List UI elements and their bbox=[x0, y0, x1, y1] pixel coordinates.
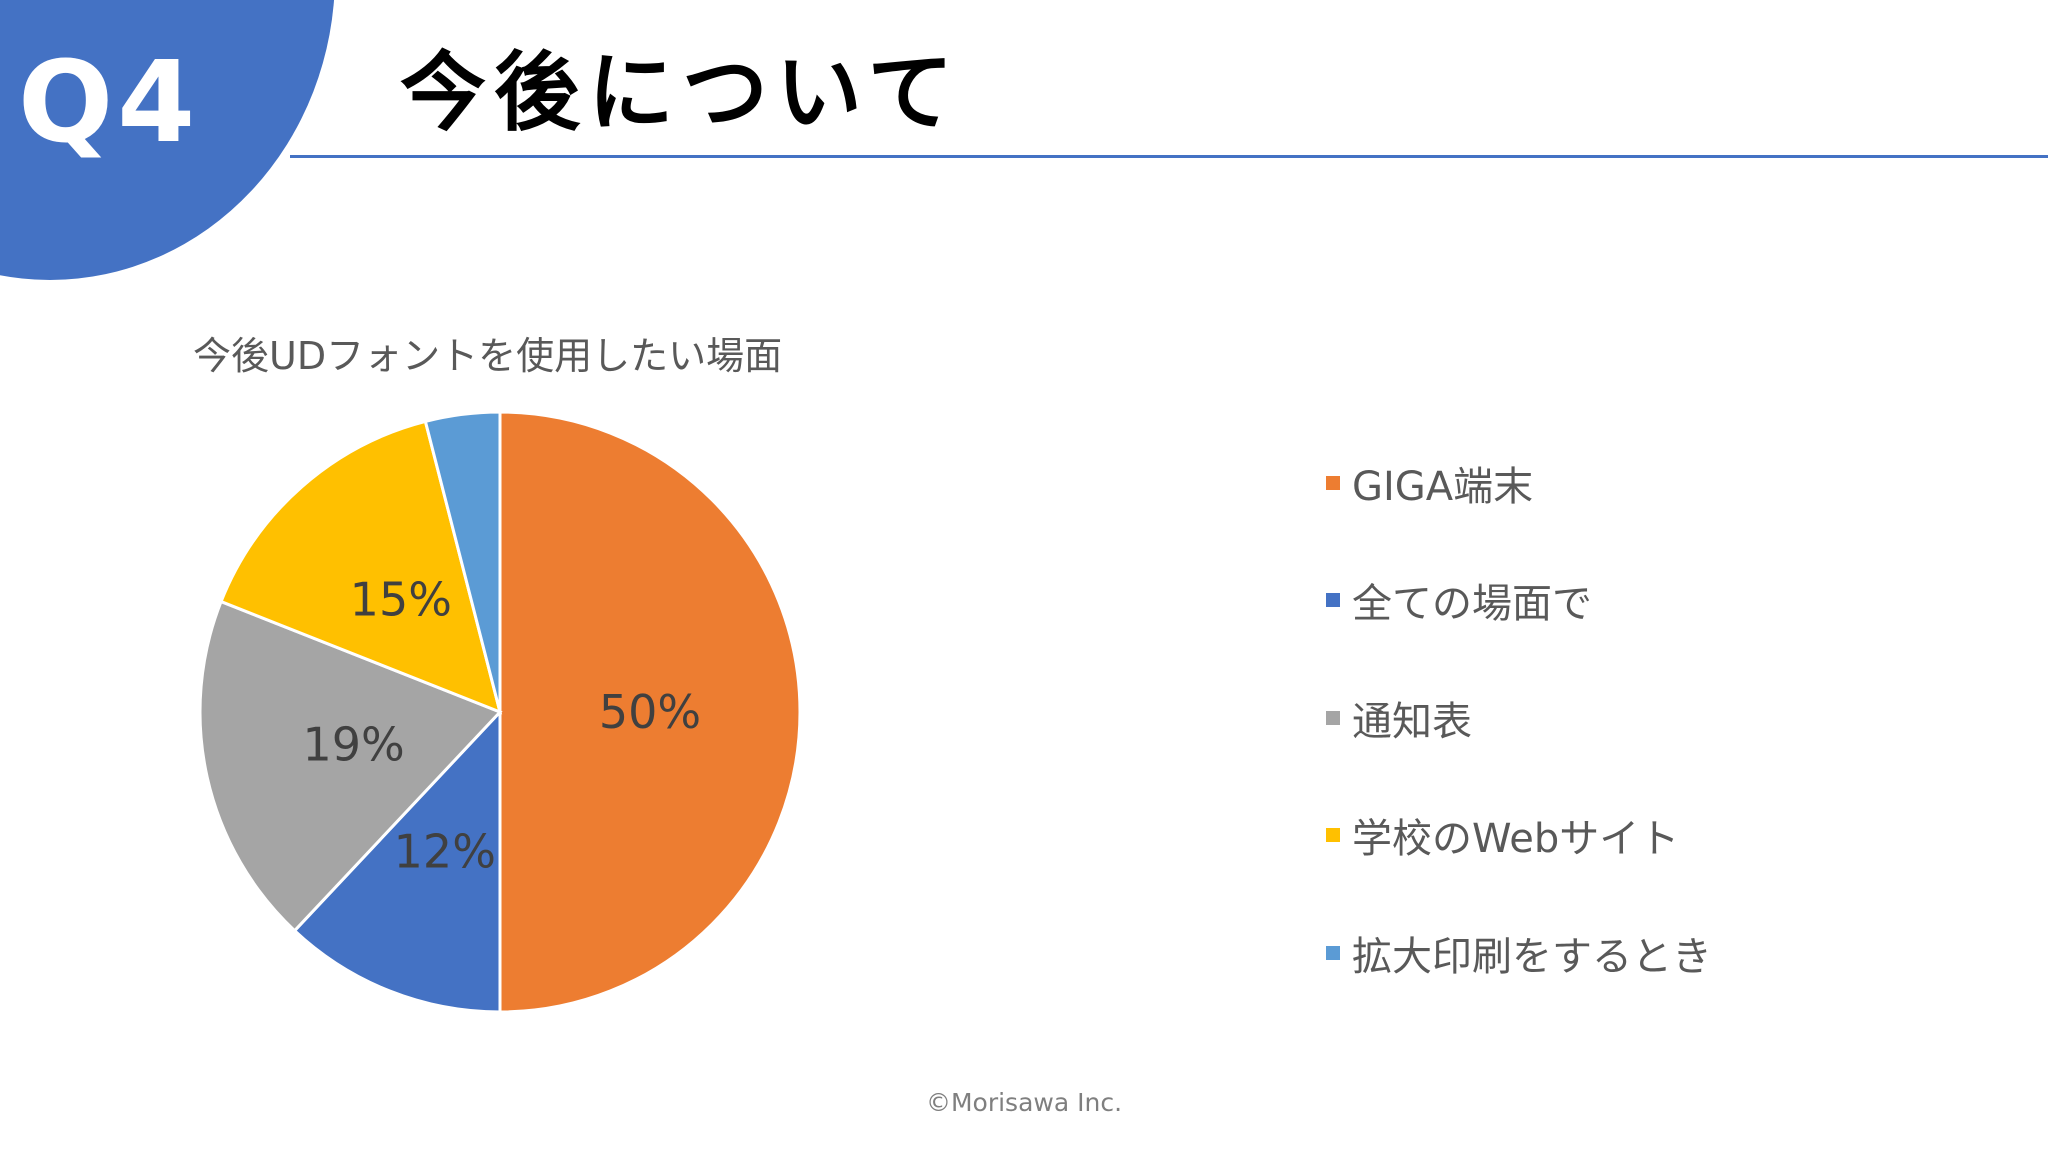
legend-item: 学校のWebサイト bbox=[1326, 806, 1679, 864]
legend-item: 拡大印刷をするとき bbox=[1326, 924, 1712, 982]
pie-slice bbox=[498, 410, 802, 1014]
legend-label: 拡大印刷をするとき bbox=[1352, 934, 1712, 980]
legend-label: 学校のWebサイト bbox=[1352, 816, 1680, 862]
legend-swatch bbox=[1326, 476, 1340, 490]
legend-item: 全ての場面で bbox=[1326, 571, 1592, 629]
data-label: 19% bbox=[302, 718, 404, 772]
data-label: 50% bbox=[599, 685, 701, 739]
data-label: 15% bbox=[350, 572, 452, 626]
question-number: Q4 bbox=[18, 38, 200, 168]
data-label: 12% bbox=[394, 824, 496, 878]
legend-item: 通知表 bbox=[1326, 689, 1472, 747]
chart-title: 今後UDフォントを使用したい場面 bbox=[193, 334, 783, 378]
legend-label: 全ての場面で bbox=[1352, 581, 1592, 627]
copyright: ©Morisawa Inc. bbox=[925, 1088, 1123, 1117]
legend-swatch bbox=[1326, 828, 1340, 842]
title-divider bbox=[290, 155, 2048, 158]
legend-swatch bbox=[1326, 946, 1340, 960]
legend-swatch bbox=[1326, 711, 1340, 725]
pie-chart: 50% 12% 19% 15% bbox=[198, 410, 802, 1014]
legend-label: 通知表 bbox=[1352, 699, 1472, 745]
legend-item: GIGA端末 bbox=[1326, 454, 1533, 512]
pie-slice bbox=[292, 708, 502, 1014]
question-badge bbox=[0, 0, 334, 280]
pie-slice bbox=[423, 410, 502, 713]
page-title: 今後について bbox=[400, 43, 962, 143]
pie-slice bbox=[219, 419, 503, 715]
legend-label: GIGA端末 bbox=[1352, 464, 1534, 510]
legend-swatch bbox=[1326, 593, 1340, 607]
